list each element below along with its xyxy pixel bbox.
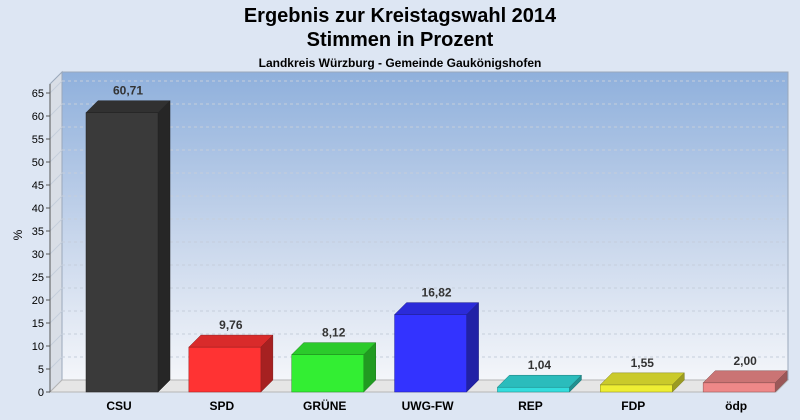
y-tick-label: 5 — [38, 364, 44, 376]
value-label: 9,76 — [219, 318, 243, 332]
y-tick-label: 40 — [32, 203, 44, 215]
bar-front — [394, 314, 467, 393]
chart-header: Ergebnis zur Kreistagswahl 2014 Stimmen … — [0, 0, 800, 71]
bar-fdp — [599, 372, 685, 393]
y-tick-label: 45 — [32, 180, 44, 192]
value-label: 16,82 — [422, 286, 452, 300]
grid-lines — [49, 80, 788, 370]
category-label: ödp — [725, 399, 747, 413]
grid-line-side — [49, 218, 63, 232]
grid-line-side — [49, 126, 63, 140]
category-label: REP — [518, 399, 543, 413]
category-label: SPD — [210, 399, 235, 413]
y-tick-label: 55 — [32, 134, 44, 146]
chart-subtitle: Landkreis Würzburg - Gemeinde Gaukönigsh… — [258, 56, 542, 70]
chart-title: Ergebnis zur Kreistagswahl 2014 — [243, 5, 557, 27]
bar-spd — [188, 334, 274, 393]
bar-top — [188, 334, 274, 348]
y-tick-label: 35 — [32, 226, 44, 238]
grid-line-side — [49, 333, 63, 347]
category-label: CSU — [106, 399, 131, 413]
y-axis-label: % — [11, 229, 25, 240]
y-tick-label: 50 — [32, 157, 44, 169]
bar-rep — [496, 374, 583, 393]
grid-line-side — [49, 103, 63, 117]
value-label: 1,04 — [528, 358, 552, 372]
grid-line-side — [49, 80, 63, 94]
bar-front — [702, 382, 776, 393]
grid-line-side — [49, 172, 63, 186]
value-label: 60,71 — [113, 84, 143, 98]
category-label: UWG-FW — [402, 399, 455, 413]
chart-title-line2: Stimmen in Prozent — [306, 29, 494, 51]
y-tick-label: 25 — [32, 272, 44, 284]
value-label: 2,00 — [733, 354, 757, 368]
y-axis: 0 5 10 15 20 25 30 35 40 45 50 55 60 65 — [32, 84, 51, 399]
bars — [85, 100, 788, 393]
y-tick-label: 60 — [32, 111, 44, 123]
y-tick-label: 30 — [32, 249, 44, 261]
grid-line-side — [49, 356, 63, 370]
y-tick-label: 0 — [38, 387, 44, 399]
bar-uwg-fw — [393, 302, 480, 393]
y-tick-label: 20 — [32, 295, 44, 307]
bar-top — [496, 374, 583, 388]
bar-top — [85, 100, 171, 113]
bar-front — [497, 386, 570, 393]
grid-line-side — [49, 310, 63, 324]
bar-side — [466, 302, 479, 393]
bar-front — [600, 384, 673, 393]
bar-side — [157, 100, 171, 393]
bar-top — [291, 342, 377, 355]
y-tick-label: 10 — [32, 341, 44, 353]
category-label: GRÜNE — [303, 398, 346, 413]
category-label: FDP — [621, 399, 645, 413]
bar-top — [393, 302, 480, 315]
grid-line-side — [49, 264, 63, 278]
value-label: 1,55 — [631, 356, 655, 370]
value-label: 8,12 — [322, 326, 346, 340]
grid-line-side — [49, 241, 63, 255]
value-labels: 60,71 9,76 8,12 16,82 1,04 1,55 2,00 — [113, 84, 757, 372]
grid-line-side — [49, 287, 63, 301]
y-tick-label: 65 — [32, 88, 44, 100]
bar-front — [188, 346, 262, 393]
bar-ödp — [702, 370, 788, 393]
bar-csu — [85, 100, 171, 393]
bar-front — [85, 112, 159, 393]
y-tick-label: 15 — [32, 318, 44, 330]
bar-grüne — [291, 342, 377, 393]
grid-line-side — [49, 149, 63, 163]
bar-top — [599, 372, 685, 386]
bar-front — [291, 354, 364, 393]
bar-top — [702, 370, 788, 384]
category-labels: CSU SPD GRÜNE UWG-FW REP FDP ödp — [106, 398, 747, 413]
grid-line-side — [49, 195, 63, 209]
